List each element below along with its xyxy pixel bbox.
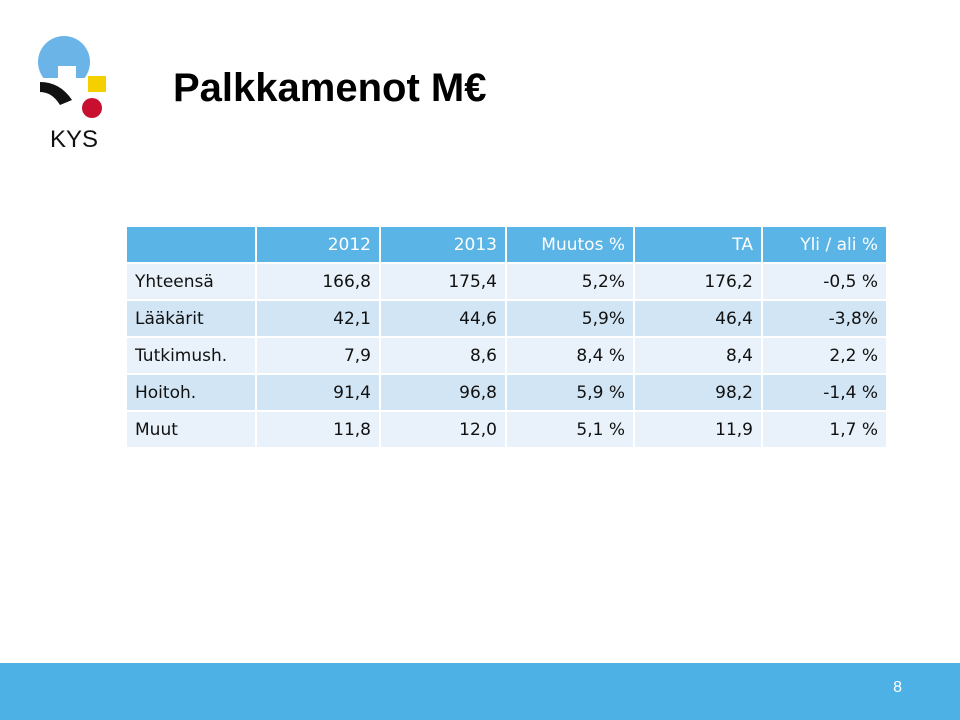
cell: 5,9% — [505, 299, 635, 338]
cell: 96,8 — [379, 373, 507, 412]
corner-cell — [125, 225, 257, 264]
column-header: Muutos % — [505, 225, 635, 264]
cell: 98,2 — [633, 373, 763, 412]
cell: 166,8 — [255, 262, 381, 301]
cell: -0,5 % — [761, 262, 888, 301]
cell: 8,4 — [633, 336, 763, 375]
column-header: 2012 — [255, 225, 381, 264]
cell: 8,6 — [379, 336, 507, 375]
cell: 7,9 — [255, 336, 381, 375]
table-row: Hoitoh. 91,4 96,8 5,9 % 98,2 -1,4 % — [125, 373, 888, 412]
column-header: 2013 — [379, 225, 507, 264]
column-header: Yli / ali % — [761, 225, 888, 264]
cell: -3,8% — [761, 299, 888, 338]
logo: KYS — [38, 36, 106, 153]
cell: 11,8 — [255, 410, 381, 449]
row-label: Hoitoh. — [125, 373, 257, 412]
slide-title: Palkkamenot M€ — [173, 66, 487, 110]
cell: 175,4 — [379, 262, 507, 301]
cell: 5,9 % — [505, 373, 635, 412]
cell: 42,1 — [255, 299, 381, 338]
cell: -1,4 % — [761, 373, 888, 412]
cell: 8,4 % — [505, 336, 635, 375]
cell: 44,6 — [379, 299, 507, 338]
data-table: 2012 2013 Muutos % TA Yli / ali % Yhteensä 16… — [125, 225, 888, 449]
row-label: Tutkimush. — [125, 336, 257, 375]
cell: 2,2 % — [761, 336, 888, 375]
table-row: Lääkärit 42,1 44,6 5,9% 46,4 -3,8% — [125, 299, 888, 338]
cell: 12,0 — [379, 410, 507, 449]
table-row: Muut 11,8 12,0 5,1 % 11,9 1,7 % — [125, 410, 888, 449]
cell: 46,4 — [633, 299, 763, 338]
table-row: Tutkimush. 7,9 8,6 8,4 % 8,4 2,2 % — [125, 336, 888, 375]
cell: 5,1 % — [505, 410, 635, 449]
row-label: Muut — [125, 410, 257, 449]
cell: 91,4 — [255, 373, 381, 412]
header-row: 2012 2013 Muutos % TA Yli / ali % — [125, 225, 888, 264]
cell: 11,9 — [633, 410, 763, 449]
column-header: TA — [633, 225, 763, 264]
cell: 1,7 % — [761, 410, 888, 449]
cell: 5,2% — [505, 262, 635, 301]
cell: 176,2 — [633, 262, 763, 301]
page-number: 8 — [893, 679, 902, 696]
row-label: Lääkärit — [125, 299, 257, 338]
row-label: Yhteensä — [125, 262, 257, 301]
footer-bar: 8 — [0, 663, 960, 720]
table-row: Yhteensä 166,8 175,4 5,2% 176,2 -0,5 % — [125, 262, 888, 301]
logo-text: KYS — [50, 126, 98, 153]
